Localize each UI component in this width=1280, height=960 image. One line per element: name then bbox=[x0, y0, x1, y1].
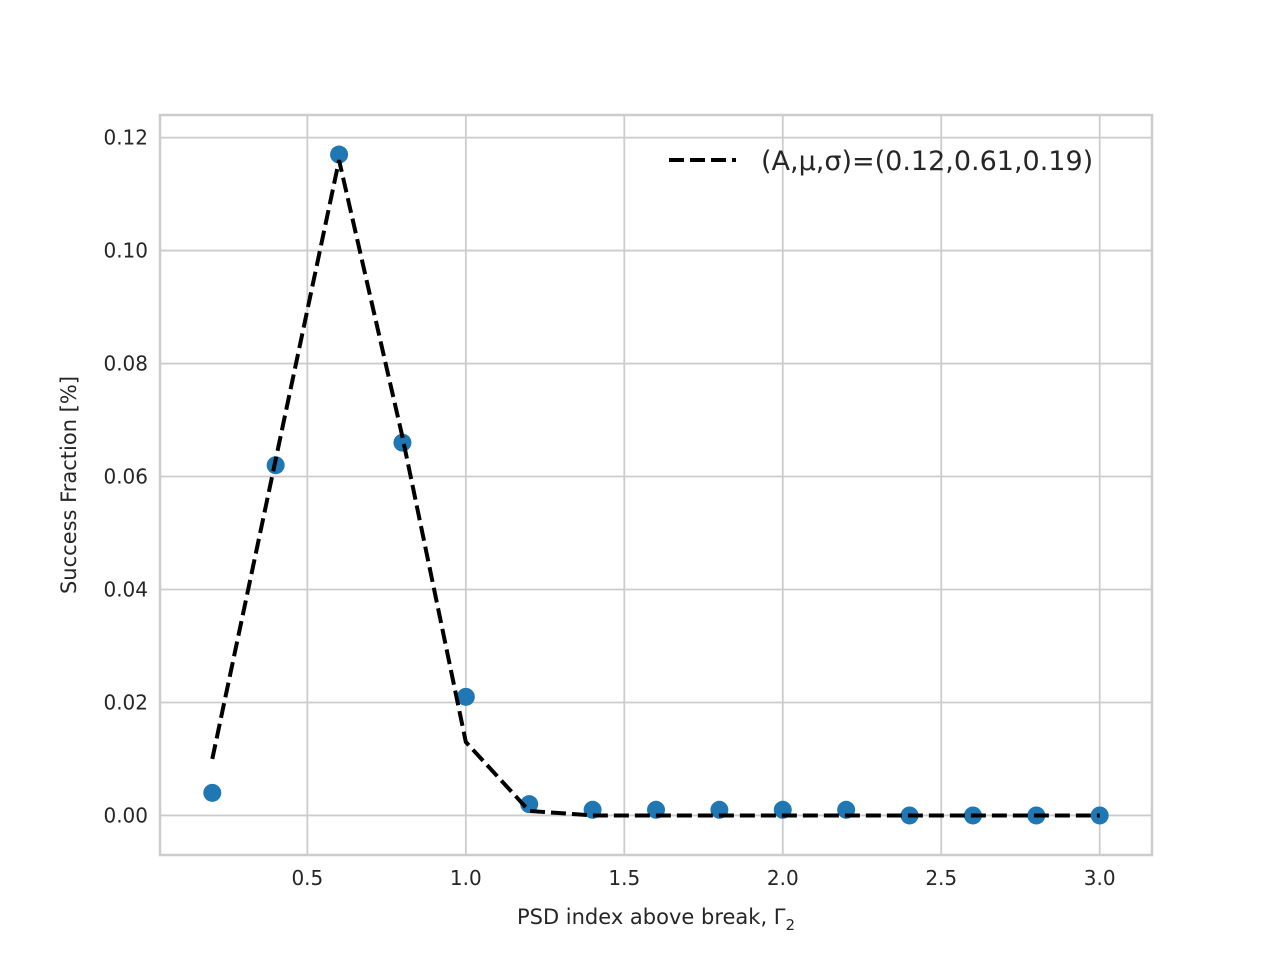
y-axis: 0.00 0.02 0.04 0.06 0.08 0.10 0.12 bbox=[103, 126, 148, 828]
y-tick-label: 0.08 bbox=[103, 352, 148, 376]
y-tick-label: 0.02 bbox=[103, 690, 148, 714]
y-tick-label: 0.00 bbox=[103, 803, 148, 827]
x-axis-label-subscript: 2 bbox=[786, 916, 796, 934]
x-tick-label: 3.0 bbox=[1084, 866, 1116, 890]
y-tick-label: 0.04 bbox=[103, 578, 148, 602]
y-tick-label: 0.10 bbox=[103, 239, 148, 263]
x-tick-label: 0.5 bbox=[291, 866, 323, 890]
plot-area bbox=[203, 145, 1109, 825]
y-tick-label: 0.06 bbox=[103, 465, 148, 489]
scatter-point bbox=[330, 145, 349, 164]
scatter-point bbox=[456, 687, 475, 706]
legend: (A,μ,σ)=(0.12,0.61,0.19) bbox=[669, 146, 1093, 177]
axes-frame bbox=[158, 113, 1154, 857]
x-tick-label: 1.5 bbox=[608, 866, 640, 890]
scatter-point bbox=[520, 795, 539, 814]
x-tick-label: 2.5 bbox=[925, 866, 957, 890]
scatter-point bbox=[393, 433, 412, 452]
x-axis-label: PSD index above break, Γ2 bbox=[517, 905, 795, 934]
fit-line bbox=[210, 159, 1100, 818]
x-tick-label: 2.0 bbox=[767, 866, 799, 890]
scatter-point bbox=[203, 783, 222, 802]
legend-label: (A,μ,σ)=(0.12,0.61,0.19) bbox=[761, 146, 1093, 177]
grid bbox=[160, 115, 1152, 855]
y-axis-label: Success Fraction [%] bbox=[57, 376, 81, 594]
y-tick-label: 0.12 bbox=[103, 126, 148, 150]
x-tick-label: 1.0 bbox=[450, 866, 482, 890]
x-axis: 0.5 1.0 1.5 2.0 2.5 3.0 bbox=[291, 866, 1115, 890]
